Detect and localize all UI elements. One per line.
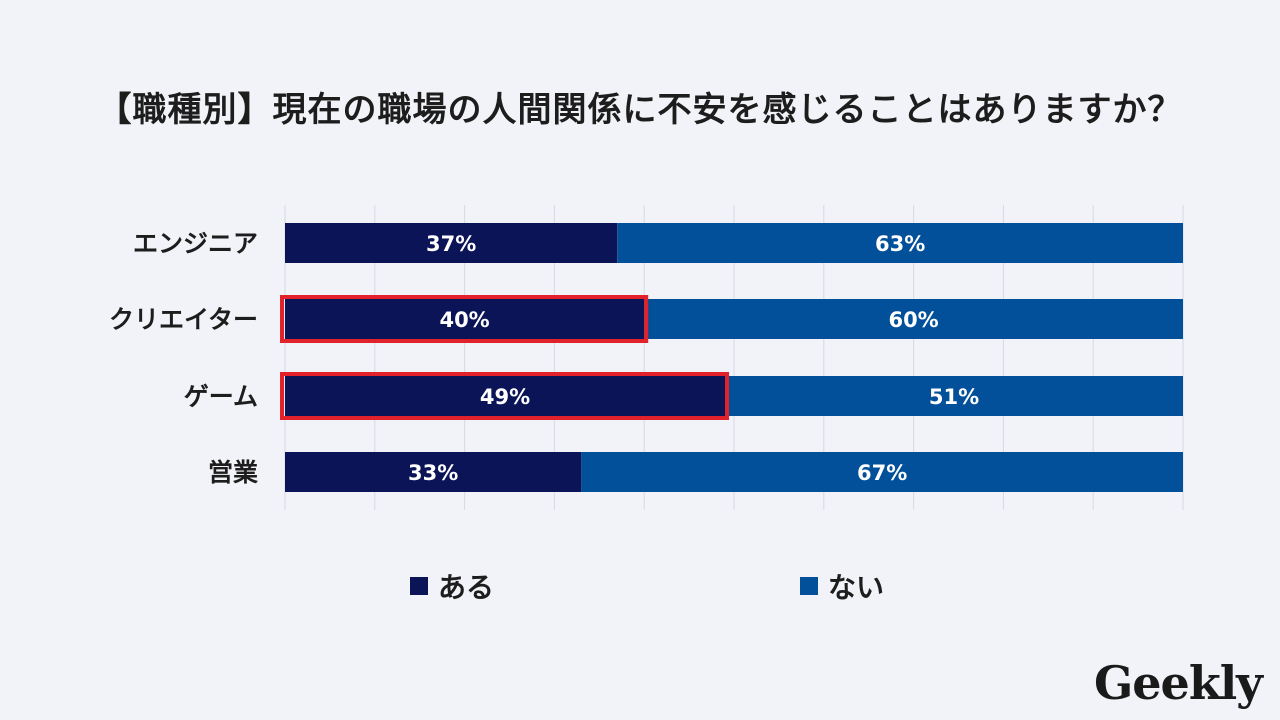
legend-swatch-aru	[410, 577, 428, 595]
legend-label-aru: ある	[438, 571, 495, 604]
highlight-box	[280, 295, 649, 343]
bar-segment-nai	[617, 223, 1183, 263]
bar-segment-aru	[285, 223, 618, 263]
bar-segment-nai	[725, 376, 1183, 416]
chart-title: 【職種別】現在の職場の人間関係に不安を感じることはありますか？	[97, 90, 1183, 130]
category-label: 営業	[208, 458, 258, 487]
bar-segment-aru	[285, 452, 582, 492]
bar-segment-aru	[285, 299, 645, 339]
category-label: エンジニア	[133, 229, 258, 258]
data-label: 60%	[888, 308, 938, 332]
legend-label-nai: ない	[828, 571, 885, 604]
legend-item-nai: ない	[800, 566, 884, 606]
bars: 37% 63% 40% 60% 49% 51% 33% 67%	[280, 223, 1183, 492]
data-label: 37%	[426, 232, 476, 256]
legend-item-aru: ある	[410, 566, 494, 606]
data-label: 67%	[857, 461, 907, 485]
data-label: 51%	[929, 385, 979, 409]
bar-segment-nai	[581, 452, 1183, 492]
stacked-bar-chart: 37% 63% 40% 60% 49% 51% 33% 67% エンジニアクリエイターゲーム営…	[109, 205, 1184, 510]
data-label: 33%	[408, 461, 458, 485]
geekly-logo: Geekly	[1094, 656, 1263, 710]
highlight-box	[280, 372, 730, 420]
data-label: 40%	[439, 308, 489, 332]
bar-segment-nai	[644, 299, 1183, 339]
category-label: クリエイター	[109, 305, 258, 334]
bar-segment-aru	[285, 376, 726, 416]
data-label: 49%	[480, 385, 530, 409]
legend-swatch-nai	[800, 577, 818, 595]
category-label: ゲーム	[184, 382, 258, 411]
data-label: 63%	[875, 232, 925, 256]
